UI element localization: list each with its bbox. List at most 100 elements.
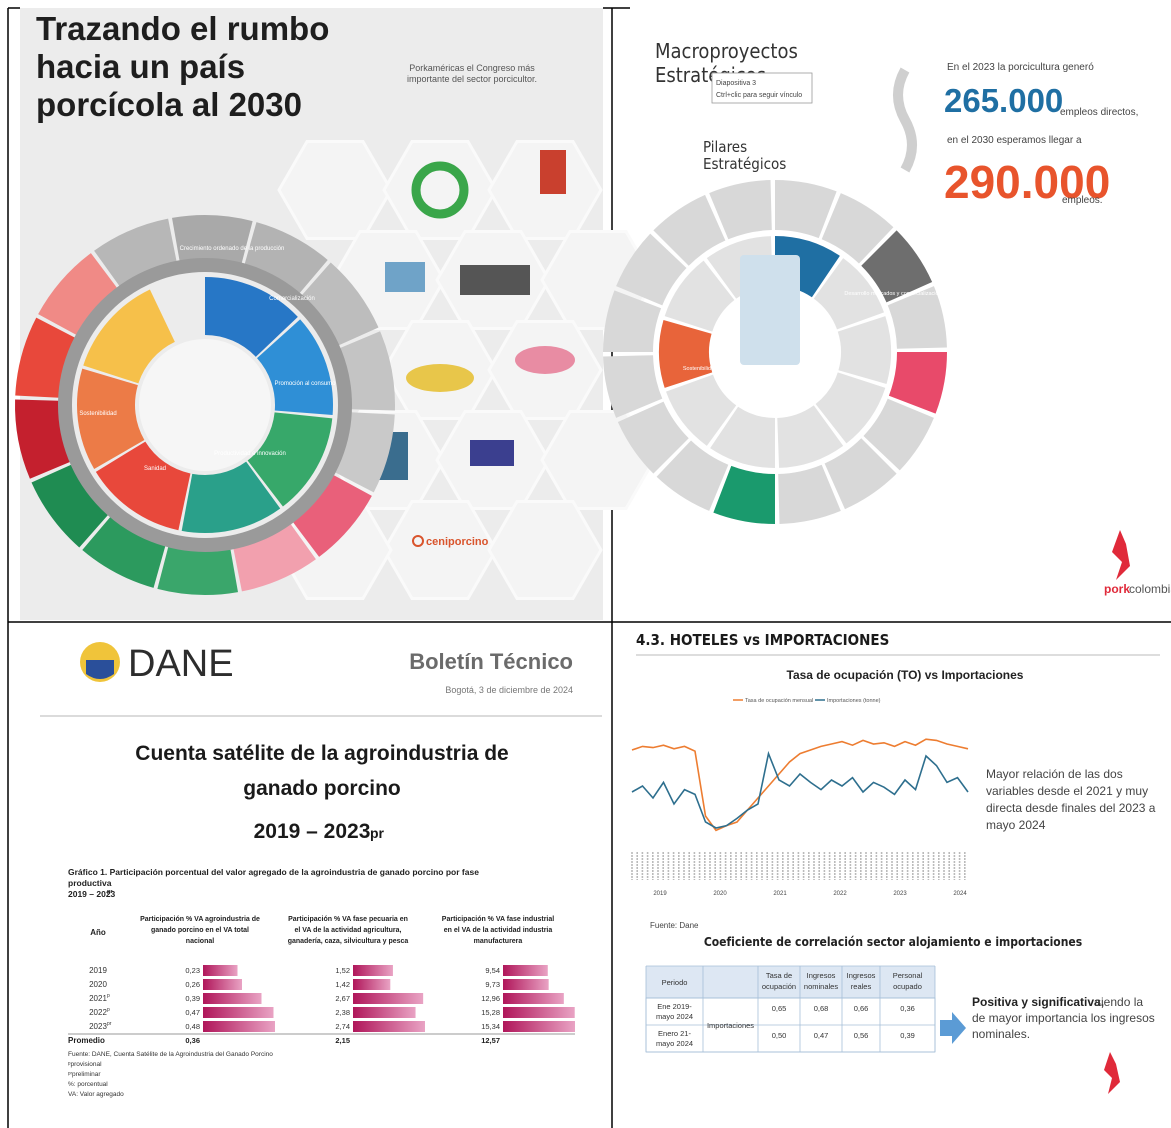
x-tick-label: 2022	[833, 891, 847, 897]
segment-label: Sanidad	[144, 466, 166, 472]
table-header-cell: ocupado	[893, 982, 922, 991]
footnote: Fuente: DANE, Cuenta Satélite de la Agro…	[68, 1051, 273, 1058]
table-header-cell: ocupación	[762, 982, 796, 991]
x-tick-label: 2024	[953, 891, 967, 897]
row-label: p	[107, 993, 110, 999]
table-cell: mayo 2024	[656, 1039, 693, 1048]
value-label: 0,47	[185, 1008, 200, 1017]
comment: variables desde el 2021 y muy	[986, 784, 1148, 798]
document-period: 2019 – 2023	[254, 820, 371, 843]
comment: Mayor relación de las dos	[986, 767, 1123, 781]
value-label: 2,38	[335, 1008, 350, 1017]
caption: productiva	[68, 878, 112, 888]
icon	[470, 440, 514, 466]
footnote: VA: Valor agregado	[68, 1091, 124, 1098]
conclusion: siendo la	[1095, 995, 1143, 1009]
infographic-subtitle: Porkaméricas el Congreso más	[409, 63, 535, 73]
employment-text: empleos directos,	[1060, 107, 1138, 118]
document-title: Cuenta satélite de la agroindustria de	[135, 742, 508, 765]
table-cell: 0,66	[854, 1004, 869, 1013]
column-header: manufacturera	[474, 938, 523, 945]
value-label: 2,67	[335, 994, 350, 1003]
value-label: 15,28	[481, 1008, 500, 1017]
chart-title: Tasa de ocupación (TO) vs Importaciones	[787, 668, 1024, 682]
table-cell: 0,68	[814, 1004, 829, 1013]
value-label: 9,54	[485, 966, 500, 975]
logo: pork	[1104, 582, 1130, 596]
segment-label: Sistema de gestión de innovación	[759, 526, 841, 532]
bar	[203, 979, 242, 990]
column-header: Participación % VA agroindustria de	[140, 916, 260, 923]
dateline: Bogotá, 3 de diciembre de 2024	[445, 685, 573, 695]
table-cell: 0,50	[772, 1031, 787, 1040]
value-label: 12,96	[481, 994, 500, 1003]
value-label: 0,39	[185, 994, 200, 1003]
table-title: Coeficiente de correlación sector alojam…	[704, 935, 1082, 949]
bar	[353, 1021, 425, 1032]
table-cell: Enero 21-	[658, 1029, 691, 1038]
outer-segment	[157, 546, 238, 595]
conclusion: Positiva y significativa,	[972, 995, 1104, 1009]
conclusion: nominales.	[972, 1027, 1030, 1041]
infographic-title: porcícola al 2030	[36, 86, 302, 123]
comment: directa desde finales del 2023 a	[986, 801, 1156, 815]
bar	[203, 1007, 274, 1018]
segment-label: Crecimiento ordenado de la producción	[180, 246, 285, 252]
arrow	[940, 1012, 966, 1044]
table-header-cell: reales	[851, 982, 872, 991]
section-heading: 4.3. HOTELES vs IMPORTACIONES	[636, 631, 889, 649]
legend-label: Importaciones (tonne)	[827, 698, 881, 704]
outer-segment	[172, 215, 253, 264]
table-cell: Importaciones	[707, 1021, 754, 1030]
table-cell: 0,36	[900, 1004, 915, 1013]
bar	[203, 965, 238, 976]
x-tick-label: 2023	[893, 891, 907, 897]
segment-label: Crecimiento ordenado de la producción	[752, 146, 848, 152]
column-header: el VA de la actividad agricultura,	[295, 927, 402, 934]
value-label: 15,34	[481, 1022, 500, 1031]
table-header-cell: Ingresos	[807, 971, 836, 980]
row-label: pr	[107, 1021, 112, 1027]
x-tick-label: 2020	[713, 891, 727, 897]
value-label: 1,52	[335, 966, 350, 975]
bar	[503, 993, 564, 1004]
bar	[503, 965, 548, 976]
table-cell: Ene 2019-	[657, 1002, 692, 1011]
bulletin-header: Boletín Técnico	[409, 649, 573, 674]
employment-text: en el 2030 esperamos llegar a	[947, 135, 1082, 146]
line-series	[632, 754, 968, 828]
row-label: 2023	[89, 1022, 107, 1031]
row-label: 2020	[89, 980, 107, 989]
infographic-title: Trazando el rumbo	[36, 10, 329, 47]
bar	[353, 993, 423, 1004]
row-label: p	[107, 1007, 110, 1013]
table-cell: 0,39	[900, 1031, 915, 1040]
segment-label: Productividad e innovación	[214, 451, 286, 457]
icon	[460, 265, 530, 295]
legend-label: Tasa de ocupación mensual	[745, 698, 813, 704]
table-header-cell: Ingresos	[847, 971, 876, 980]
bar	[503, 1021, 575, 1032]
value-label: 1,42	[335, 980, 350, 989]
footnote: ᵖʳpreliminar	[68, 1071, 101, 1078]
table-cell: mayo 2024	[656, 1012, 693, 1021]
segment-label: Comercialización	[269, 296, 315, 302]
tooltip-text: Ctrl+clic para seguir vínculo	[716, 92, 802, 99]
employment-figure: 265.000	[944, 82, 1063, 119]
value-label: 9,73	[485, 980, 500, 989]
bar	[503, 979, 549, 990]
table-cell: 0,56	[854, 1031, 869, 1040]
document-title: ganado porcino	[243, 777, 401, 800]
bar	[353, 1007, 416, 1018]
page: { "infographic": { "title_lines": ["Traz…	[0, 0, 1171, 1128]
infographic-title: hacia un país	[36, 48, 245, 85]
column-header: en el VA de la actividad industria	[444, 927, 553, 934]
segment-label: Desarrollo mercados y comercialización	[844, 291, 941, 297]
slide-subheading: Pilares	[703, 138, 747, 156]
document-period: pr	[370, 825, 385, 841]
row-label: 2019	[89, 966, 107, 975]
column-header: ganadería, caza, silvicultura y pesca	[288, 938, 409, 945]
icon	[385, 262, 425, 292]
table-cell: 0,65	[772, 1004, 787, 1013]
bar	[353, 965, 393, 976]
